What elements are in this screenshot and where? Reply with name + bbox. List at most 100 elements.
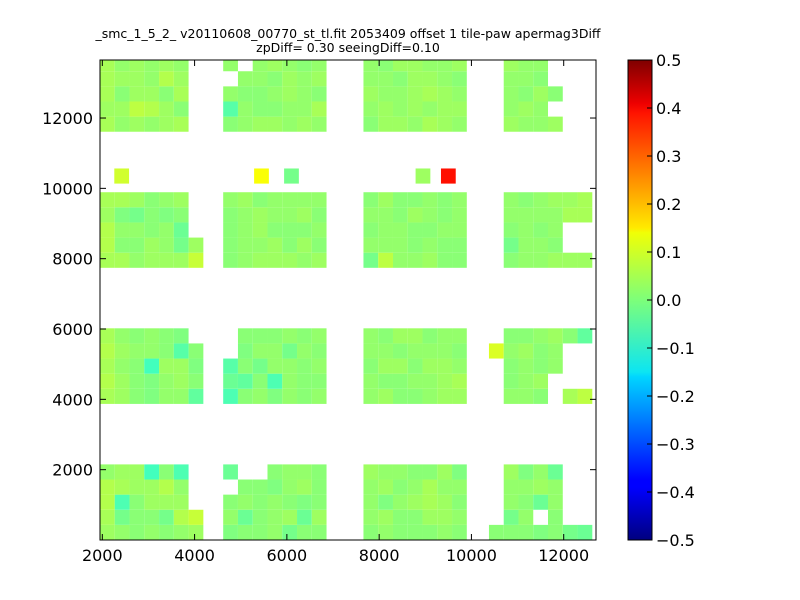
heatmap-cell — [267, 237, 283, 253]
heatmap-cell — [533, 328, 549, 344]
heatmap-cell — [129, 373, 145, 389]
heatmap-cell — [548, 509, 563, 525]
heatmap-cell — [407, 328, 423, 344]
heatmap-cell — [378, 509, 393, 525]
heatmap-cell — [422, 509, 438, 525]
outlier-cell — [254, 168, 269, 184]
colorbar-tick-label: −0.4 — [656, 483, 695, 502]
heatmap-cell — [437, 192, 453, 208]
heatmap-cell — [173, 388, 189, 404]
heatmap-cell — [392, 464, 408, 480]
heatmap-cell — [267, 222, 283, 238]
heatmap-cell — [518, 237, 534, 253]
heatmap-cell — [392, 86, 408, 102]
heatmap-cell — [407, 116, 423, 132]
heatmap-cell — [392, 494, 408, 510]
heatmap-cell — [437, 373, 453, 389]
heatmap-cell — [503, 71, 519, 87]
heatmap-cell — [129, 388, 145, 404]
x-tick-label: 10000 — [446, 546, 497, 565]
heatmap-cell — [297, 101, 312, 117]
heatmap-cell — [173, 524, 189, 540]
heatmap-cell — [100, 524, 115, 540]
heatmap-cell — [548, 464, 563, 480]
heatmap-cell — [159, 388, 174, 404]
heatmap-cell — [173, 252, 189, 268]
heatmap-cell — [100, 388, 115, 404]
heatmap-cell — [392, 479, 408, 495]
heatmap-cell — [267, 464, 283, 480]
heatmap-cell — [562, 192, 578, 208]
heatmap-cell — [437, 509, 453, 525]
heatmap-cell — [311, 60, 327, 72]
heatmap-cell — [173, 373, 189, 389]
heatmap-cell — [518, 328, 534, 344]
heatmap-cell — [503, 358, 519, 374]
heatmap-cell — [437, 524, 453, 540]
heatmap-cell — [548, 222, 563, 238]
heatmap-cell — [452, 252, 467, 268]
heatmap-cell — [503, 222, 519, 238]
heatmap-cell — [223, 358, 238, 374]
heatmap-cell — [252, 358, 268, 374]
heatmap-cell — [144, 479, 160, 495]
heatmap-cell — [282, 388, 298, 404]
heatmap-cell — [114, 358, 130, 374]
heatmap-cell — [144, 464, 160, 480]
y-tick-label: 10000 — [42, 179, 93, 198]
heatmap-cell — [100, 192, 115, 208]
heatmap-cell — [378, 388, 393, 404]
heatmap-cell — [129, 86, 145, 102]
heatmap-cell — [129, 207, 145, 223]
heatmap-cell — [252, 101, 268, 117]
heatmap-cell — [437, 86, 453, 102]
heatmap-cell — [363, 388, 379, 404]
heatmap-cell — [503, 388, 519, 404]
heatmap-cell — [114, 464, 130, 480]
heatmap-cell — [407, 252, 423, 268]
heatmap-cell — [173, 71, 189, 87]
heatmap-cell — [503, 494, 519, 510]
heatmap-cell — [282, 328, 298, 344]
heatmap-cell — [100, 71, 115, 87]
heatmap-cell — [548, 252, 563, 268]
heatmap-cell — [129, 509, 145, 525]
colorbar-tick-label: −0.2 — [656, 387, 695, 406]
heatmap-cell — [452, 71, 467, 87]
heatmap-cell — [282, 192, 298, 208]
colorbar-tick-label: 0.1 — [656, 243, 681, 262]
heatmap-cell — [129, 101, 145, 117]
heatmap-cell — [437, 60, 453, 72]
heatmap-cell — [518, 479, 534, 495]
heatmap-cell — [188, 237, 204, 253]
heatmap-cell — [144, 116, 160, 132]
heatmap-cell — [129, 343, 145, 359]
heatmap-cell — [392, 101, 408, 117]
heatmap-cell — [392, 358, 408, 374]
heatmap-cell — [437, 328, 453, 344]
heatmap-cell — [252, 343, 268, 359]
heatmap-cell — [407, 101, 423, 117]
heatmap-cell — [173, 101, 189, 117]
heatmap-cell — [378, 358, 393, 374]
heatmap-cell — [237, 71, 253, 87]
heatmap-cell — [452, 494, 467, 510]
heatmap-cell — [422, 207, 438, 223]
heatmap-cell — [422, 373, 438, 389]
heatmap-cell — [392, 116, 408, 132]
heatmap-cell — [452, 509, 467, 525]
heatmap-cell — [562, 207, 578, 223]
heatmap-cell — [267, 252, 283, 268]
heatmap-cell — [452, 388, 467, 404]
heatmap-cell — [144, 494, 160, 510]
heatmap-cell — [267, 479, 283, 495]
heatmap-cell — [518, 388, 534, 404]
heatmap-cell — [114, 252, 130, 268]
heatmap-cell — [282, 509, 298, 525]
heatmap-cell — [407, 464, 423, 480]
heatmap-cell — [267, 388, 283, 404]
heatmap-cell — [518, 252, 534, 268]
y-tick-label: 4000 — [52, 390, 93, 409]
heatmap-cell — [237, 494, 253, 510]
heatmap-cell — [188, 373, 204, 389]
